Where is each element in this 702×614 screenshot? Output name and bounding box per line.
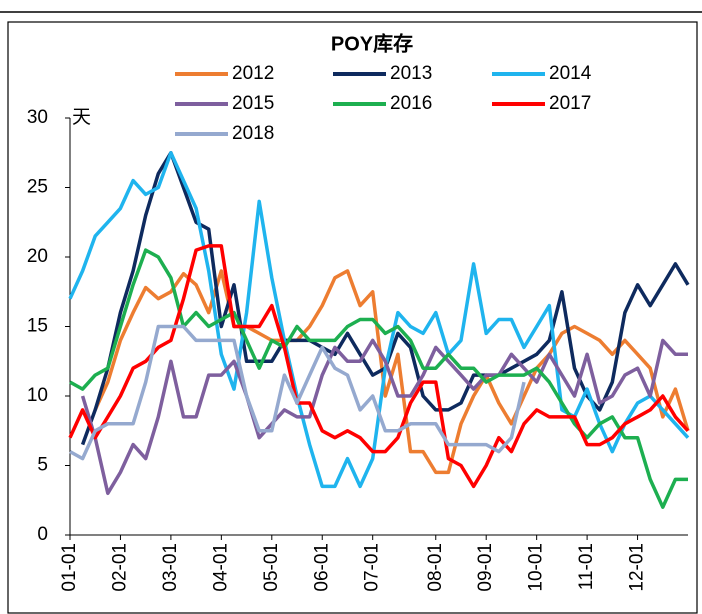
x-tick-label: 04-01 bbox=[210, 543, 231, 592]
chart-title: POY库存 bbox=[331, 31, 413, 55]
legend-label: 2017 bbox=[549, 93, 591, 114]
x-tick-label: 05-01 bbox=[261, 543, 282, 592]
x-tick-label: 02-01 bbox=[109, 543, 130, 592]
legend-label: 2012 bbox=[232, 63, 274, 84]
series-line bbox=[69, 248, 688, 509]
y-tick-label: 15 bbox=[27, 316, 48, 337]
y-tick-label: 25 bbox=[27, 177, 48, 198]
x-tick-label: 12-01 bbox=[627, 543, 648, 592]
x-tick-label: 06-01 bbox=[311, 543, 332, 592]
series-line bbox=[68, 244, 690, 489]
x-tick-label: 08-01 bbox=[425, 543, 446, 592]
legend-label: 2015 bbox=[232, 93, 274, 114]
x-tick-label: 07-01 bbox=[362, 543, 383, 592]
y-tick-label: 0 bbox=[37, 524, 48, 545]
y-axis-unit: 天 bbox=[72, 107, 91, 128]
legend-label: 2014 bbox=[549, 63, 592, 84]
x-tick-label: 03-01 bbox=[160, 543, 181, 592]
x-tick-label: 01-01 bbox=[59, 543, 80, 592]
y-tick-label: 30 bbox=[27, 107, 48, 128]
legend-label: 2016 bbox=[390, 93, 432, 114]
x-tick-label: 10-01 bbox=[526, 543, 547, 592]
legend-label: 2013 bbox=[390, 63, 432, 84]
x-tick-label: 09-01 bbox=[475, 543, 496, 592]
y-tick-label: 5 bbox=[37, 455, 48, 476]
series-line bbox=[69, 324, 526, 461]
series-line bbox=[80, 338, 688, 496]
x-tick-label: 11-01 bbox=[576, 543, 597, 590]
chart-frame bbox=[7, 21, 698, 614]
series-line bbox=[80, 151, 690, 446]
y-tick-label: 10 bbox=[27, 385, 48, 406]
legend-label: 2018 bbox=[232, 123, 274, 144]
y-tick-label: 20 bbox=[27, 246, 48, 267]
series-line bbox=[68, 151, 690, 489]
